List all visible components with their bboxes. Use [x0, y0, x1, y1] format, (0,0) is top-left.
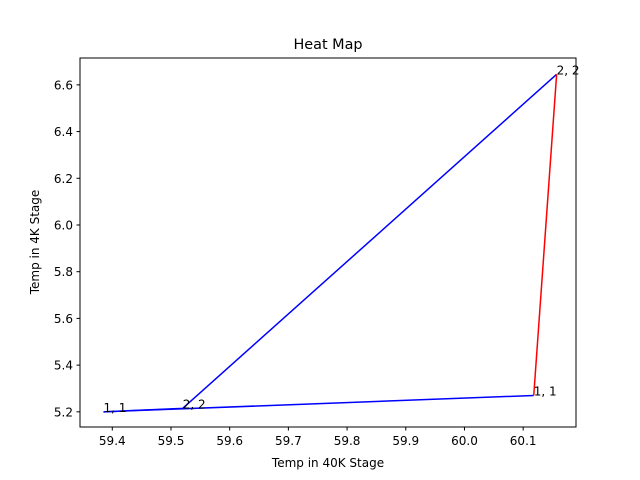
plot-area-frame: [79, 57, 577, 428]
x-tick-label: 59.6: [216, 434, 243, 448]
y-tick-label: 5.2: [54, 405, 73, 419]
point-label-4: 2, 2: [557, 63, 580, 77]
x-tick-label: 59.4: [99, 434, 126, 448]
x-tick-label: 60.0: [451, 434, 478, 448]
x-tick-label: 59.7: [275, 434, 302, 448]
x-axis-title: Temp in 40K Stage: [271, 456, 384, 470]
annotation-layer: 1, 1 2, 2 1, 1 2, 2: [103, 63, 579, 414]
x-tick-label: 59.5: [158, 434, 185, 448]
series-line-3: [532, 74, 558, 396]
y-axis-title: Temp in 4K Stage: [28, 190, 42, 296]
chart-title: Heat Map: [293, 37, 362, 53]
point-label-3: 1, 1: [534, 384, 557, 398]
y-tick-label: 6.2: [54, 172, 73, 186]
point-label-1: 1, 1: [103, 401, 126, 415]
x-tick-label: 59.8: [334, 434, 361, 448]
series-line-2: [103, 394, 534, 413]
x-axis: 59.4 59.5 59.6 59.7 59.8 59.9 60.0 60.1: [99, 427, 537, 448]
x-tick-label: 59.9: [392, 434, 419, 448]
y-tick-label: 6.6: [54, 78, 73, 92]
y-tick-label: 6.0: [54, 218, 73, 232]
y-tick-label: 5.6: [54, 312, 73, 326]
y-tick-label: 6.4: [54, 125, 73, 139]
x-tick-label: 60.1: [510, 434, 537, 448]
y-tick-label: 5.8: [54, 265, 73, 279]
y-tick-label: 5.4: [54, 359, 73, 373]
series-layer: [103, 73, 558, 413]
point-label-2: 2, 2: [183, 397, 206, 411]
y-axis: 5.2 5.4 5.6 5.8 6.0 6.2 6.4 6.6: [54, 78, 80, 419]
